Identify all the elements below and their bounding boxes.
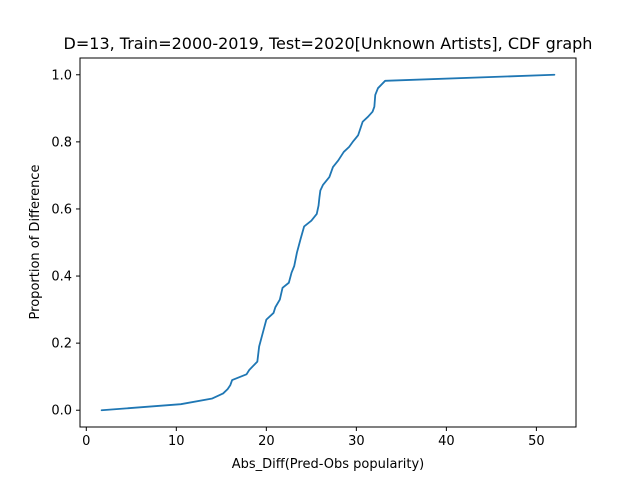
x-tick-label: 30 <box>348 434 365 449</box>
y-tick-label: 0.6 <box>51 202 72 217</box>
y-tick-label: 0.0 <box>51 404 72 419</box>
x-tick-label: 0 <box>82 434 90 449</box>
series-line-0 <box>100 73 556 412</box>
y-axis-ticks: 0.0 0.2 0.4 0.6 0.8 1.0 <box>51 68 80 419</box>
plot-frame <box>79 57 577 428</box>
chart-title: D=13, Train=2000-2019, Test=2020[Unknown… <box>64 34 593 53</box>
x-tick-label: 20 <box>258 434 275 449</box>
y-tick-label: 0.4 <box>51 270 72 285</box>
y-axis-label: Proportion of Difference <box>28 165 43 320</box>
y-tick-label: 0.8 <box>51 135 72 150</box>
plot-area <box>80 58 576 427</box>
x-tick-label: 40 <box>438 434 455 449</box>
series-group <box>100 73 556 412</box>
x-tick-label: 50 <box>528 434 545 449</box>
y-tick-label: 0.2 <box>51 337 72 352</box>
x-axis-label: Abs_Diff(Pred-Obs popularity) <box>232 457 425 472</box>
x-tick-label: 10 <box>168 434 185 449</box>
x-axis-ticks: 0 10 20 30 40 50 <box>82 427 545 449</box>
y-tick-label: 1.0 <box>51 68 72 83</box>
